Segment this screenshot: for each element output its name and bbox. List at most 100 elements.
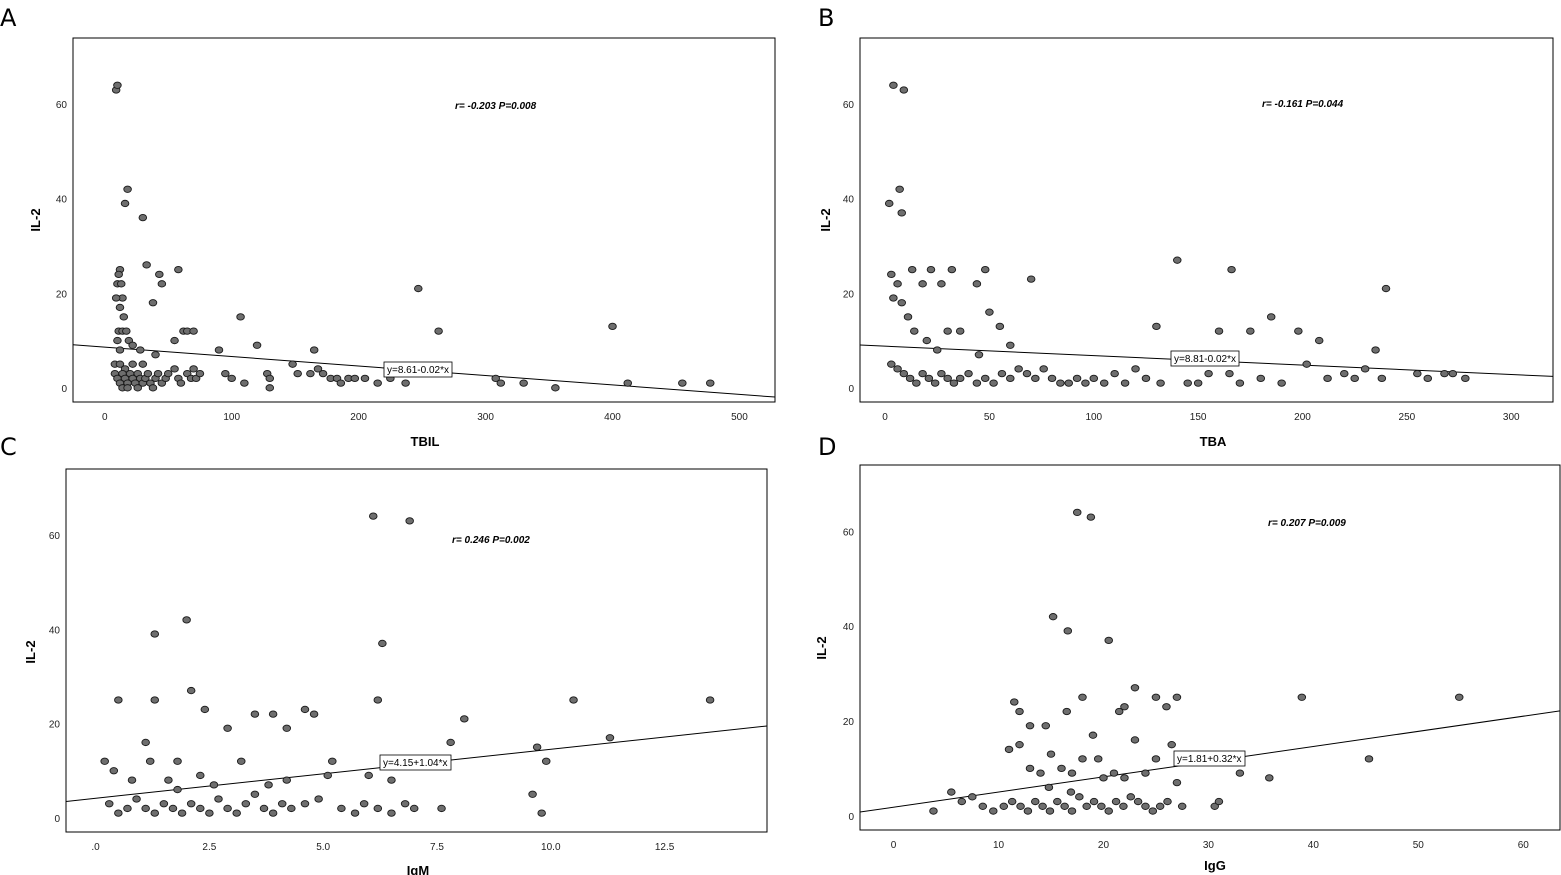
y-tick-label: 40 [843,622,855,633]
data-point [1371,346,1380,354]
data-point [1088,731,1098,739]
data-point [223,804,232,813]
fit-equation-text: y=8.61-0.02*x [387,365,449,376]
data-point [929,807,938,815]
data-point [109,767,119,775]
data-point [250,790,260,798]
x-tick-label: 50 [1413,840,1425,851]
fit-label-box [1173,750,1246,767]
data-point [1036,769,1045,777]
data-point [899,86,909,94]
x-axis-title: TBA [1200,434,1227,449]
data-point [1089,797,1099,806]
data-point [148,299,158,307]
data-point [1155,802,1165,810]
y-tick-label: 40 [49,625,61,636]
data-point [972,379,982,387]
data-point [1060,802,1069,810]
x-tick-label: 250 [1399,412,1416,423]
data-point [1006,341,1015,349]
data-point [373,696,383,704]
plot-frame [859,464,1561,831]
data-point [551,384,560,392]
data-point [1045,807,1055,815]
data-point [120,199,130,208]
data-point [309,710,319,718]
data-point [918,369,927,378]
data-point [170,336,179,345]
data-point [138,213,148,222]
x-tick-label: 0 [102,412,108,423]
data-point [1031,374,1040,383]
data-point [1167,741,1176,749]
data-point [369,512,378,520]
data-point [912,379,921,387]
data-point [186,800,196,808]
y-tick-label: 20 [49,720,61,731]
data-point [437,804,446,813]
data-point [899,369,909,378]
y-tick-label: 20 [843,289,855,300]
y-tick-label: 0 [61,384,67,395]
panel-letter: C [0,433,17,461]
data-point [1214,797,1224,806]
data-point [1053,797,1062,806]
data-point [157,280,167,288]
x-tick-label: 12.5 [655,842,675,853]
data-point [328,757,337,765]
data-point [1133,797,1143,806]
data-point [434,327,443,335]
data-point [145,757,155,765]
data-point [1062,707,1071,716]
data-point [153,369,163,378]
data-point [1038,802,1047,810]
data-point [1063,627,1073,635]
fit-label-box [379,754,452,771]
data-point [922,336,932,345]
data-point [1448,369,1458,378]
data-point [128,341,137,349]
data-point [1225,369,1234,378]
panel-letter: A [0,4,17,32]
data-point [300,705,310,714]
data-point [150,696,160,704]
y-tick-label: 0 [848,812,854,823]
data-point [1089,374,1099,383]
x-tick-label: 40 [1308,840,1320,851]
data-point [895,185,904,193]
data-point [889,81,898,89]
data-point [1067,807,1077,815]
data-point [1141,802,1150,810]
data-point [1119,802,1128,810]
fit-equation-text: y=1.81+0.32*x [1177,754,1242,765]
data-point [1097,802,1106,810]
data-point [605,734,615,742]
data-point [1016,802,1025,810]
data-point [1022,369,1032,378]
data-point [115,303,125,312]
data-point [264,781,273,789]
data-point [143,369,153,378]
data-point [1120,774,1129,782]
data-point [1093,755,1103,763]
data-point [1007,797,1017,806]
data-point [1039,365,1048,373]
data-point [528,790,537,798]
data-point [893,280,902,288]
x-tick-label: 0 [891,840,897,851]
data-point [293,369,302,378]
data-point [1173,256,1182,264]
data-point [1023,807,1033,815]
data-point [114,696,123,704]
data-point [163,369,173,378]
data-point [387,776,396,784]
x-tick-label: 10.0 [541,842,561,853]
data-point [995,322,1005,331]
data-point [537,809,546,817]
y-tick-label: 60 [843,100,855,111]
data-point [323,771,332,780]
data-point [1004,745,1014,754]
data-point [1086,513,1096,521]
y-tick-label: 0 [54,814,60,825]
data-point [706,379,715,387]
